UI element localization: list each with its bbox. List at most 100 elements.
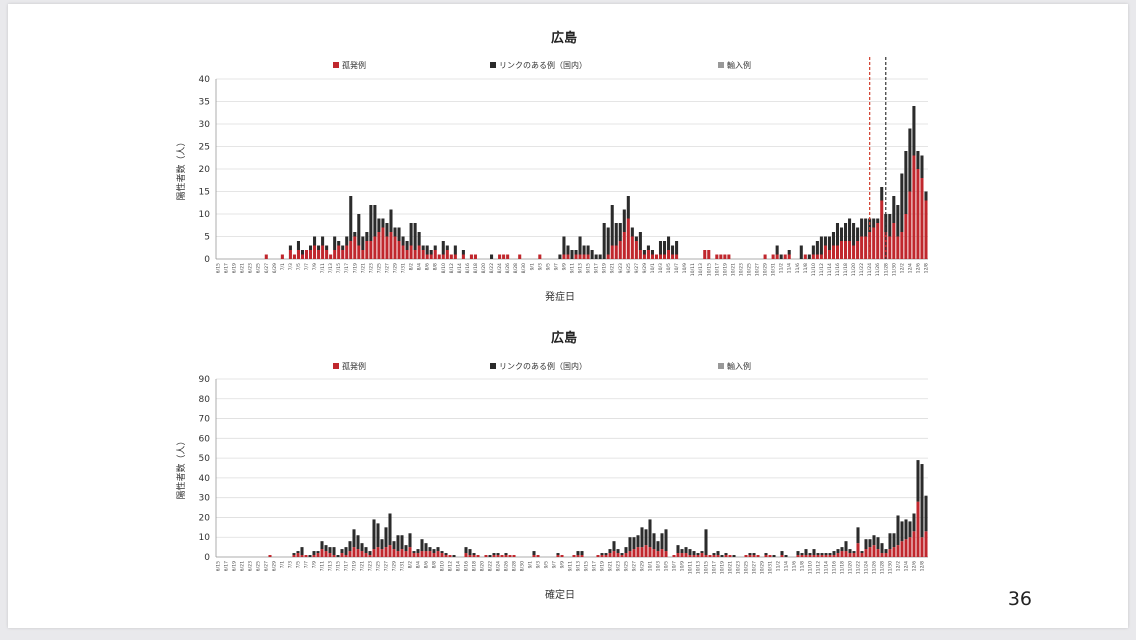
- bar-segment: [348, 551, 352, 557]
- bar-segment: [602, 223, 606, 259]
- bar-segment: [626, 218, 630, 259]
- bar-segment: [763, 254, 767, 259]
- y-tick-label: 20: [199, 513, 211, 523]
- x-tick-label: 8/18: [472, 561, 478, 571]
- bar-segment: [680, 553, 684, 557]
- x-tick-label: 9/3: [536, 561, 542, 568]
- bar-segment: [380, 549, 384, 557]
- bar-segment: [630, 236, 634, 259]
- x-tick-label: 9/9: [560, 561, 566, 568]
- bar-segment: [429, 250, 433, 255]
- bar-segment: [364, 547, 368, 554]
- bar-segment: [433, 250, 437, 259]
- bar-segment: [333, 236, 337, 250]
- bar-segment: [650, 250, 654, 255]
- bar-segment: [816, 555, 820, 557]
- y-tick-label: 35: [199, 98, 210, 108]
- bar-segment: [848, 549, 852, 554]
- x-tick-label: 9/23: [618, 263, 624, 273]
- bar-segment: [296, 551, 300, 554]
- x-tick-label: 9/11: [570, 263, 576, 273]
- x-tick-label: 7/17: [344, 263, 350, 273]
- bar-segment: [594, 254, 598, 259]
- x-tick-label: 11/28: [880, 561, 886, 574]
- bar-segment: [908, 537, 912, 557]
- x-tick-label: 10/17: [712, 561, 718, 574]
- bar-segment: [353, 236, 357, 259]
- bar-segment: [675, 241, 679, 255]
- bar-segment: [324, 551, 328, 557]
- bar-segment: [835, 223, 840, 246]
- bar-segment: [397, 241, 401, 259]
- bar-segment: [472, 553, 476, 556]
- bar-segment: [832, 551, 836, 556]
- bar-segment: [660, 549, 664, 557]
- x-tick-label: 10/27: [752, 561, 758, 574]
- bar-segment: [264, 254, 268, 259]
- x-tick-label: 10/9: [680, 561, 686, 571]
- x-tick-label: 10/23: [738, 263, 744, 276]
- chart-title: 広島: [551, 330, 577, 346]
- bar-segment: [498, 254, 502, 259]
- bar-segment: [352, 547, 356, 557]
- bar-segment: [852, 245, 856, 259]
- bar-segment: [872, 545, 876, 557]
- x-tick-label: 10/19: [720, 561, 726, 574]
- bar-segment: [812, 555, 816, 557]
- bar-segment: [476, 555, 480, 557]
- bar-segment: [860, 553, 864, 557]
- bar-segment: [424, 551, 428, 557]
- bar-segment: [300, 250, 305, 255]
- bar-segment: [620, 555, 624, 557]
- x-tick-label: 10/1: [650, 263, 656, 273]
- bar-segment: [469, 254, 473, 259]
- bar-segment: [900, 541, 904, 557]
- bar-segment: [916, 460, 920, 502]
- bar-segment: [461, 254, 465, 259]
- x-tick-label: 12/8: [923, 263, 929, 273]
- y-tick-label: 40: [199, 474, 211, 484]
- bar-segment: [616, 549, 620, 554]
- bar-segment: [377, 232, 381, 259]
- bar-segment: [590, 250, 594, 259]
- bar-segment: [610, 245, 614, 259]
- bar-segment: [732, 555, 736, 557]
- bar-segment: [532, 551, 536, 556]
- bar-segment: [828, 553, 832, 556]
- bar-segment: [920, 178, 924, 259]
- bar-segment: [748, 555, 752, 557]
- bar-segment: [596, 555, 600, 557]
- bar-segment: [381, 227, 385, 259]
- bar-segment: [632, 537, 636, 550]
- bar-segment: [831, 245, 835, 259]
- y-tick-label: 5: [204, 233, 210, 243]
- bar-segment: [280, 254, 284, 259]
- bar-segment: [824, 555, 828, 557]
- bar-segment: [800, 555, 804, 557]
- bar-segment: [360, 543, 364, 552]
- bar-segment: [652, 549, 656, 557]
- bar-segment: [642, 250, 646, 255]
- bar-segment: [341, 245, 345, 250]
- bar-segment: [614, 223, 618, 246]
- bar-segment: [876, 218, 880, 223]
- bar-segment: [868, 539, 872, 548]
- bar-segment: [920, 537, 924, 557]
- bar-segment: [408, 547, 412, 557]
- bar-segment: [675, 254, 679, 259]
- bar-segment: [325, 245, 329, 250]
- bar-segment: [667, 250, 671, 259]
- bar-segment: [562, 236, 566, 255]
- x-tick-label: 8/2: [408, 561, 414, 568]
- bar-segment: [636, 535, 640, 548]
- bar-segment: [652, 533, 656, 550]
- bar-segment: [624, 553, 628, 557]
- bar-segment: [648, 519, 652, 548]
- x-tick-label: 11/22: [859, 263, 865, 276]
- bar-segment: [404, 551, 408, 557]
- bar-segment: [800, 553, 804, 556]
- bar-segment: [614, 245, 618, 259]
- bar-segment: [436, 547, 440, 552]
- x-tick-label: 11/12: [816, 561, 822, 574]
- bar-segment: [352, 529, 356, 548]
